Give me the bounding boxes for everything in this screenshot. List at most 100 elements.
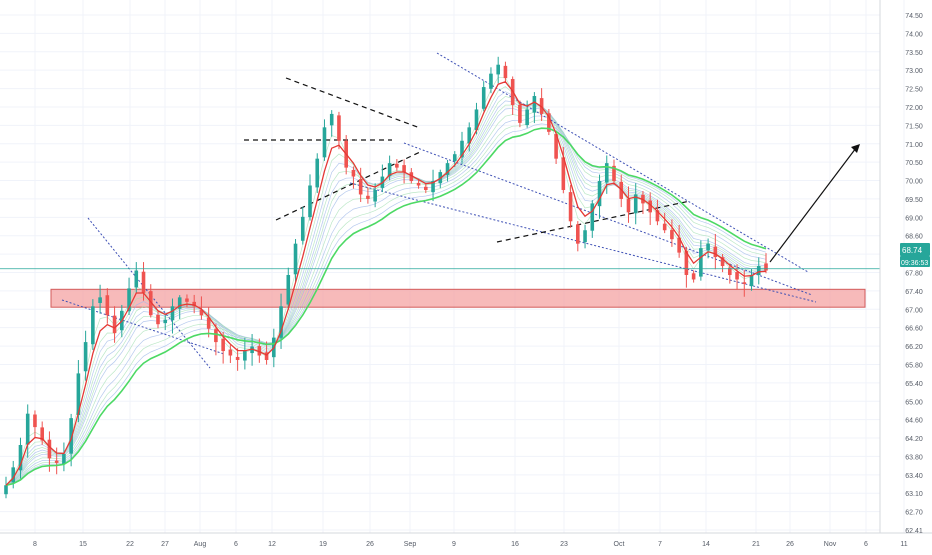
y-tick-label: 71.50 [905, 123, 923, 130]
y-tick-label: 65.80 [905, 362, 923, 369]
candle-body [735, 272, 739, 280]
candle-body [47, 439, 52, 459]
candle-body [670, 230, 674, 240]
candle-body [69, 418, 73, 454]
candle-body [112, 315, 117, 334]
x-tick-label: 21 [752, 541, 760, 548]
support-zone-rect [50, 288, 866, 308]
fast-ma-line [5, 81, 767, 486]
y-tick-label: 63.10 [905, 491, 923, 498]
candle-body [127, 288, 131, 312]
candle-body [286, 274, 291, 305]
candle-body [496, 64, 500, 75]
candle-body [699, 248, 703, 277]
x-tick-label: 26 [786, 541, 794, 548]
last-price-value: 68.74 [902, 246, 923, 255]
candle-body [684, 250, 689, 275]
candle-body [192, 301, 196, 307]
candle-body [177, 297, 182, 309]
y-tick-label: 68.60 [905, 234, 923, 241]
y-tick-label: 62.70 [905, 510, 923, 517]
y-tick-label: 70.50 [905, 160, 923, 167]
candle-body [568, 192, 573, 222]
candle-body [424, 186, 428, 190]
candle-body [677, 237, 681, 253]
candle-body [11, 467, 16, 483]
candle-body [633, 194, 638, 214]
x-tick-label: 27 [161, 541, 169, 548]
candle-body [33, 414, 37, 428]
candle-body [322, 127, 327, 158]
y-tick-label: 66.60 [905, 326, 923, 333]
x-tick-label: 15 [79, 541, 87, 548]
candle-body [728, 267, 732, 275]
price-axis[interactable]: 74.50 74.00 73.50 73.00 72.50 72.00 71.50 71.00… [905, 13, 923, 535]
candle-body [243, 351, 247, 361]
y-tick-label: 64.20 [905, 436, 923, 443]
support-zone [50, 288, 866, 308]
candle-body [662, 223, 667, 231]
candle-body [756, 266, 761, 276]
y-tick-label: 74.50 [905, 13, 923, 20]
candle-body [250, 346, 254, 354]
candle-body [221, 338, 225, 352]
ribbon-line [5, 115, 767, 486]
x-tick-label: Nov [824, 541, 837, 548]
x-tick-label: 12 [268, 541, 276, 548]
x-tick-label: Sep [404, 541, 417, 548]
y-tick-label: 65.00 [905, 399, 923, 406]
candle-body [235, 356, 240, 360]
moving-averages [5, 81, 767, 487]
candle-body [576, 224, 580, 244]
candle-body [308, 185, 312, 218]
time-axis[interactable]: 8 15 22 27 Aug 6 12 19 26 Sep 9 16 23 Oct 7 14 21 26 Nov 6 1… [33, 541, 908, 548]
candle-body [720, 257, 725, 267]
candle-body [612, 165, 616, 182]
ribbon-line [5, 119, 767, 486]
candle-body [764, 263, 768, 271]
x-tick-label: 11 [900, 541, 907, 548]
candle-body [91, 306, 95, 345]
candle-body [40, 427, 44, 441]
candle-body [387, 163, 392, 177]
x-tick-label: 14 [702, 541, 710, 548]
candle-body [4, 485, 8, 495]
y-tick-label: 67.80 [905, 271, 923, 278]
last-price-label: 68.74 09:36:53 [900, 243, 930, 267]
y-tick-label: 66.20 [905, 344, 923, 351]
grid [0, 0, 905, 533]
candle-body [134, 270, 139, 288]
candle-body [626, 199, 631, 213]
candle-body [467, 127, 472, 144]
y-tick-label: 62.41 [905, 528, 923, 535]
candle-body [170, 306, 175, 321]
candle-body [366, 195, 370, 199]
candle-body [554, 134, 558, 159]
candle-body [141, 271, 146, 293]
y-tick-label: 64.60 [905, 418, 923, 425]
last-price-box [900, 243, 930, 256]
candle-body [199, 309, 204, 316]
candle-body [264, 352, 269, 360]
x-tick-label: 19 [319, 541, 327, 548]
candle-body [583, 230, 587, 243]
x-tick-label: Oct [614, 541, 625, 548]
candle-body [293, 243, 298, 275]
candle-body [749, 274, 754, 287]
y-tick-label: 63.40 [905, 473, 923, 480]
candle-body [62, 453, 66, 465]
candle-body [691, 273, 696, 280]
candle-body [98, 297, 102, 303]
candle-body [358, 179, 363, 195]
x-tick-label: 8 [33, 541, 37, 548]
candle-body [518, 104, 522, 123]
candle-body [373, 189, 377, 202]
x-tick-label: Aug [194, 541, 207, 548]
candle-body [489, 73, 493, 89]
ribbon-line [5, 123, 767, 486]
candle-body [481, 87, 486, 109]
candle-body [604, 163, 609, 183]
ribbon-line [5, 100, 767, 486]
bar-countdown: 09:36:53 [901, 260, 928, 267]
